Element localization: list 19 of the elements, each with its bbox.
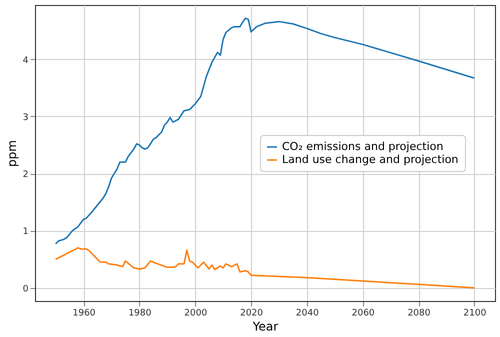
x-tick-label: 2100 [463,308,487,318]
y-tick-label: 0 [22,284,29,294]
x-tick-label: 1980 [128,308,152,318]
y-tick-label: 2 [22,170,28,180]
y-tick-label: 1 [22,227,28,238]
x-tick-label: 2020 [240,308,264,318]
legend-label: Land use change and projection [282,153,458,166]
x-tick-label: 2040 [296,308,320,318]
line-series [54,247,476,289]
line-series [54,17,476,245]
x-tick-label: 1960 [72,308,96,318]
x-tick-label: 2080 [408,308,431,318]
legend-label: CO₂ emissions and projection [282,140,444,153]
x-tick-label: 2000 [184,308,208,318]
x-tick-label: 2060 [352,308,375,318]
y-tick-label: 3 [22,112,28,123]
y-tick-label: 4 [22,56,29,66]
y-axis-title: ppm [4,140,19,167]
x-axis-title: Year [252,320,278,334]
